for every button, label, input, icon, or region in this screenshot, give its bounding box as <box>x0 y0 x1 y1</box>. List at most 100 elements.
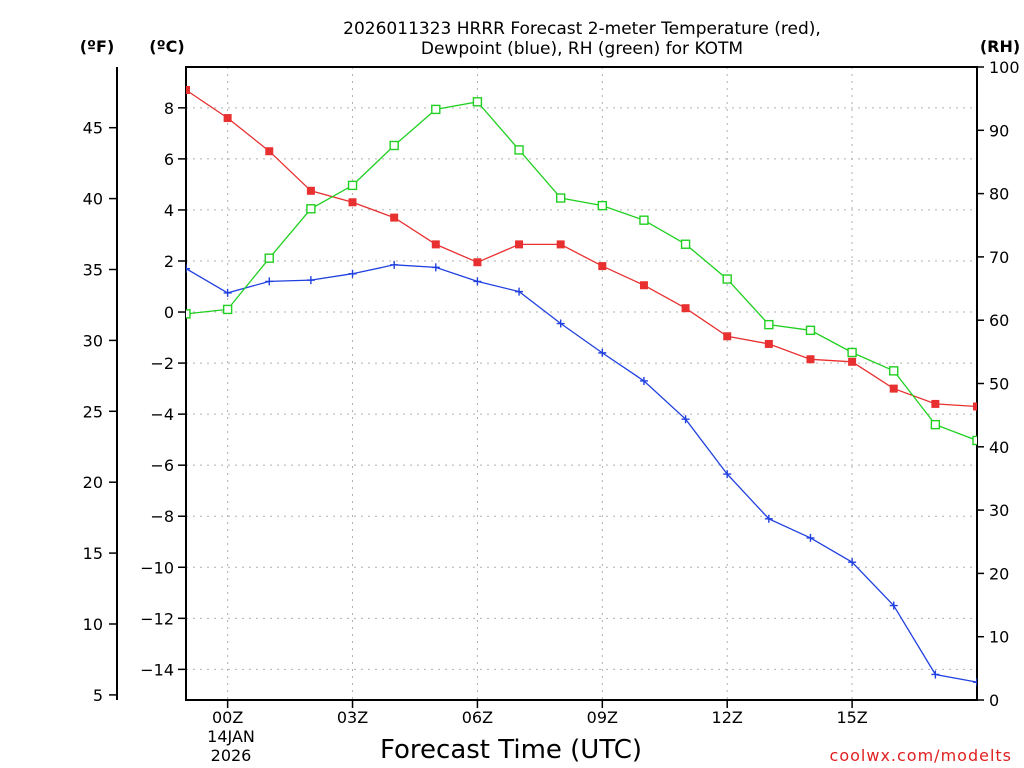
rh-tick-label: 60 <box>989 311 1009 330</box>
temperature-point <box>681 304 690 313</box>
temperature-point <box>223 114 232 123</box>
dewpoint-point <box>764 514 773 523</box>
temperature-point <box>265 147 274 156</box>
temperature-point <box>889 384 898 393</box>
date-label-year: 2026 <box>211 746 252 765</box>
rh-point <box>972 435 977 446</box>
series-group <box>186 85 977 687</box>
rh-point <box>555 193 566 203</box>
dewpoint-point <box>598 348 607 357</box>
fahrenheit-tick-label: 15 <box>83 544 103 563</box>
rh-point <box>722 274 732 284</box>
data-series <box>186 85 977 687</box>
temperature-point <box>186 85 190 94</box>
celsius-tick-label: −10 <box>140 558 174 577</box>
x-tick-label: 12Z <box>712 708 743 727</box>
rh-tick-label: 10 <box>989 628 1009 647</box>
dewpoint-point <box>515 287 524 296</box>
rh-point <box>597 200 608 211</box>
rh-series-line <box>186 101 977 442</box>
temperature-point <box>639 281 648 290</box>
celsius-tick-label: −6 <box>150 456 174 475</box>
temperature-point <box>848 357 857 366</box>
x-tick-label: 03Z <box>337 708 368 727</box>
rh-point <box>930 419 941 430</box>
dewpoint-point <box>306 276 315 285</box>
dewpoint-point <box>348 269 357 278</box>
fahrenheit-tick-label: 20 <box>83 473 103 492</box>
rh-point <box>472 97 483 107</box>
axes <box>116 66 978 701</box>
rh-point <box>805 325 816 336</box>
dewpoint-series-line <box>186 264 977 683</box>
rh-tick-label: 30 <box>989 501 1009 520</box>
celsius-unit-label: (ºC) <box>149 37 184 56</box>
plot-frame <box>185 66 978 701</box>
rh-point <box>306 204 316 214</box>
temperature-point <box>473 258 482 267</box>
celsius-tick-label: −4 <box>150 405 174 424</box>
x-tick-label: 00Z <box>212 708 243 727</box>
fahrenheit-tick-label: 45 <box>83 119 103 138</box>
celsius-tick-label: 6 <box>164 150 174 169</box>
rh-tick-label: 70 <box>989 248 1009 267</box>
rh-tick-label: 40 <box>989 438 1009 457</box>
celsius-tick-label: −2 <box>150 354 174 373</box>
dewpoint-point <box>723 470 732 479</box>
celsius-tick-label: −12 <box>140 609 174 628</box>
rh-tick-label: 20 <box>989 564 1009 583</box>
rh-point <box>764 319 774 330</box>
rh-point <box>680 239 691 249</box>
fahrenheit-tick-label: 35 <box>83 260 103 279</box>
dewpoint-point <box>556 319 565 328</box>
temperature-point <box>764 339 773 348</box>
fahrenheit-tick-label: 10 <box>83 615 103 634</box>
dewpoint-point <box>973 678 977 687</box>
rh-tick-label: 90 <box>989 121 1009 140</box>
dewpoint-point <box>931 670 940 679</box>
rh-point <box>222 304 233 315</box>
fahrenheit-tick-label: 25 <box>83 402 103 421</box>
temperature-point <box>973 402 977 411</box>
rh-unit-label: (RH) <box>980 37 1020 56</box>
dewpoint-point <box>265 277 274 286</box>
temperature-point <box>390 213 399 222</box>
celsius-tick-label: 2 <box>164 252 174 271</box>
tick-labels: 86420−2−4−6−8−10−12−14454035302520151051… <box>83 58 1020 727</box>
celsius-tick-label: −8 <box>150 507 174 526</box>
temperature-point <box>931 399 940 408</box>
celsius-tick-label: 4 <box>164 201 174 220</box>
grid <box>186 67 977 700</box>
fahrenheit-tick-label: 40 <box>83 190 103 209</box>
rh-point <box>847 347 857 358</box>
dewpoint-point <box>639 376 648 385</box>
temperature-point <box>515 240 524 249</box>
rh-point <box>514 145 524 155</box>
rh-point <box>389 140 399 151</box>
dewpoint-point <box>223 288 232 297</box>
credit-text: coolwx.com/modelts <box>830 746 1012 765</box>
dewpoint-point <box>473 277 482 286</box>
x-tick-label: 09Z <box>587 708 618 727</box>
temperature-point <box>598 262 607 271</box>
rh-tick-label: 50 <box>989 375 1009 394</box>
chart-title-line1: 2026011323 HRRR Forecast 2-meter Tempera… <box>343 19 821 39</box>
fahrenheit-unit-label: (ºF) <box>80 37 115 56</box>
x-tick-label: 15Z <box>836 708 867 727</box>
temperature-point <box>723 332 732 341</box>
x-axis-label: Forecast Time (UTC) <box>380 735 642 765</box>
rh-point <box>186 309 191 319</box>
temperature-point <box>431 240 440 249</box>
celsius-tick-label: −14 <box>140 660 174 679</box>
rh-point <box>639 215 649 225</box>
dewpoint-point <box>390 260 399 269</box>
rh-point <box>264 253 274 263</box>
dewpoint-point <box>681 415 690 424</box>
temperature-series-line <box>186 89 977 408</box>
rh-tick-label: 100 <box>989 58 1020 77</box>
temperature-point <box>306 186 315 195</box>
temperature-point <box>348 198 357 207</box>
dewpoint-point <box>186 264 190 273</box>
temperature-point <box>806 355 815 364</box>
